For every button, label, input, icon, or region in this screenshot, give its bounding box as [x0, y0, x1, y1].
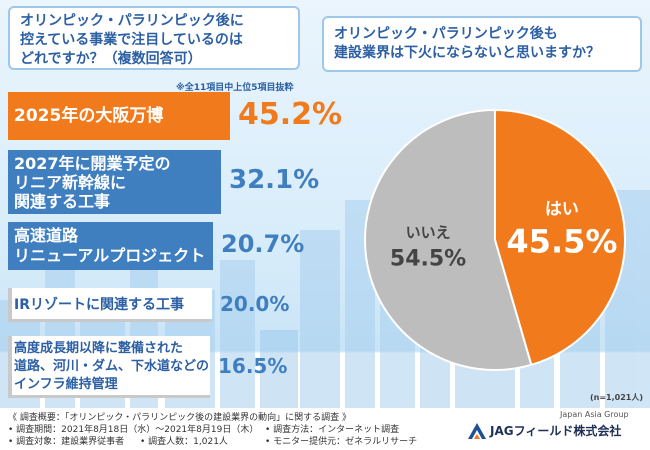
bar-label-1: 2025年の大阪万博 — [14, 106, 164, 126]
bar-2 — [8, 150, 221, 214]
pie-chart: はい 45.5% いいえ 54.5% — [350, 90, 640, 390]
brand-name: JAGフィールド株式会社 — [490, 424, 622, 438]
bar-4 — [8, 288, 212, 322]
pie-chart-svg: はい 45.5% いいえ 54.5% — [364, 108, 626, 371]
bar-value-4: 20.0% — [220, 292, 290, 316]
jag-logo-icon — [468, 422, 486, 439]
pie-slice-2 — [364, 108, 533, 371]
right-question-box: オリンピック・パラリンピック後も 建設業界は下火にならないと思いますか？ — [322, 16, 642, 72]
brand-logo: JAGフィールド株式会社 — [468, 422, 621, 439]
survey-target: • 調査対象：建設業界従事者 — [8, 437, 125, 447]
bar-label-3: 高速道路 リニューアルプロジェクト — [14, 226, 206, 265]
bar-label-4: IRリゾートに関連する工事 — [14, 297, 184, 313]
pie-label-1: はい — [545, 199, 579, 219]
left-question-line: オリンピック・パラリンピック後に — [20, 13, 244, 29]
survey-title: 《 調査概要：「オリンピック・パラリンピック後の建設業界の動向」に関する調査 》 — [8, 413, 352, 423]
survey-monitor: • モニター提供元：ゼネラルリサーチ — [265, 437, 418, 447]
survey-method: • 調査方法：インターネット調査 — [265, 425, 400, 435]
bar-value-1: 45.2% — [238, 96, 343, 132]
left-question-line: 控えている事業で注目しているのは — [20, 32, 243, 48]
bar-value-3: 20.7% — [221, 230, 305, 259]
bar-1 — [8, 92, 230, 140]
bar-5 — [8, 336, 210, 398]
survey-period: • 調査期間：2021年8月18日（水）〜2021年8月19日（木） — [8, 425, 259, 435]
bar-value-5: 16.5% — [218, 354, 288, 378]
pie-value-1: 45.5% — [506, 222, 617, 260]
bar-3 — [8, 222, 213, 270]
group-name: Japan Asia Group — [560, 410, 629, 419]
sample-size: (n=1,021人) — [590, 393, 644, 402]
pie-label-2: いいえ — [406, 224, 451, 242]
bar-value-2: 32.1% — [229, 165, 320, 196]
left-question-line: どれですか？（複数回答可） — [20, 51, 202, 67]
right-question-line: オリンピック・パラリンピック後も — [334, 26, 558, 42]
footer: 《 調査概要：「オリンピック・パラリンピック後の建設業界の動向」に関する調査 》… — [0, 408, 650, 450]
right-question-line: 建設業界は下火にならないと思いますか？ — [334, 45, 600, 61]
pie-value-2: 54.5% — [390, 247, 466, 272]
left-question-box: オリンピック・パラリンピック後に 控えている事業で注目しているのは どれですか？… — [8, 6, 300, 70]
pie-slice-1 — [494, 108, 626, 367]
bar-label-5: 高度成長期以降に整備された 道路、河川・ダム、下水道などの インフラ維持管理 — [14, 341, 210, 392]
survey-count: • 調査人数：1,021人 — [140, 437, 228, 447]
bar-label-2: 2027年に開業予定の リニア新幹線に 関連する工事 — [14, 153, 171, 211]
left-note: ※全11項目中上位5項目抜粋 — [176, 83, 294, 93]
